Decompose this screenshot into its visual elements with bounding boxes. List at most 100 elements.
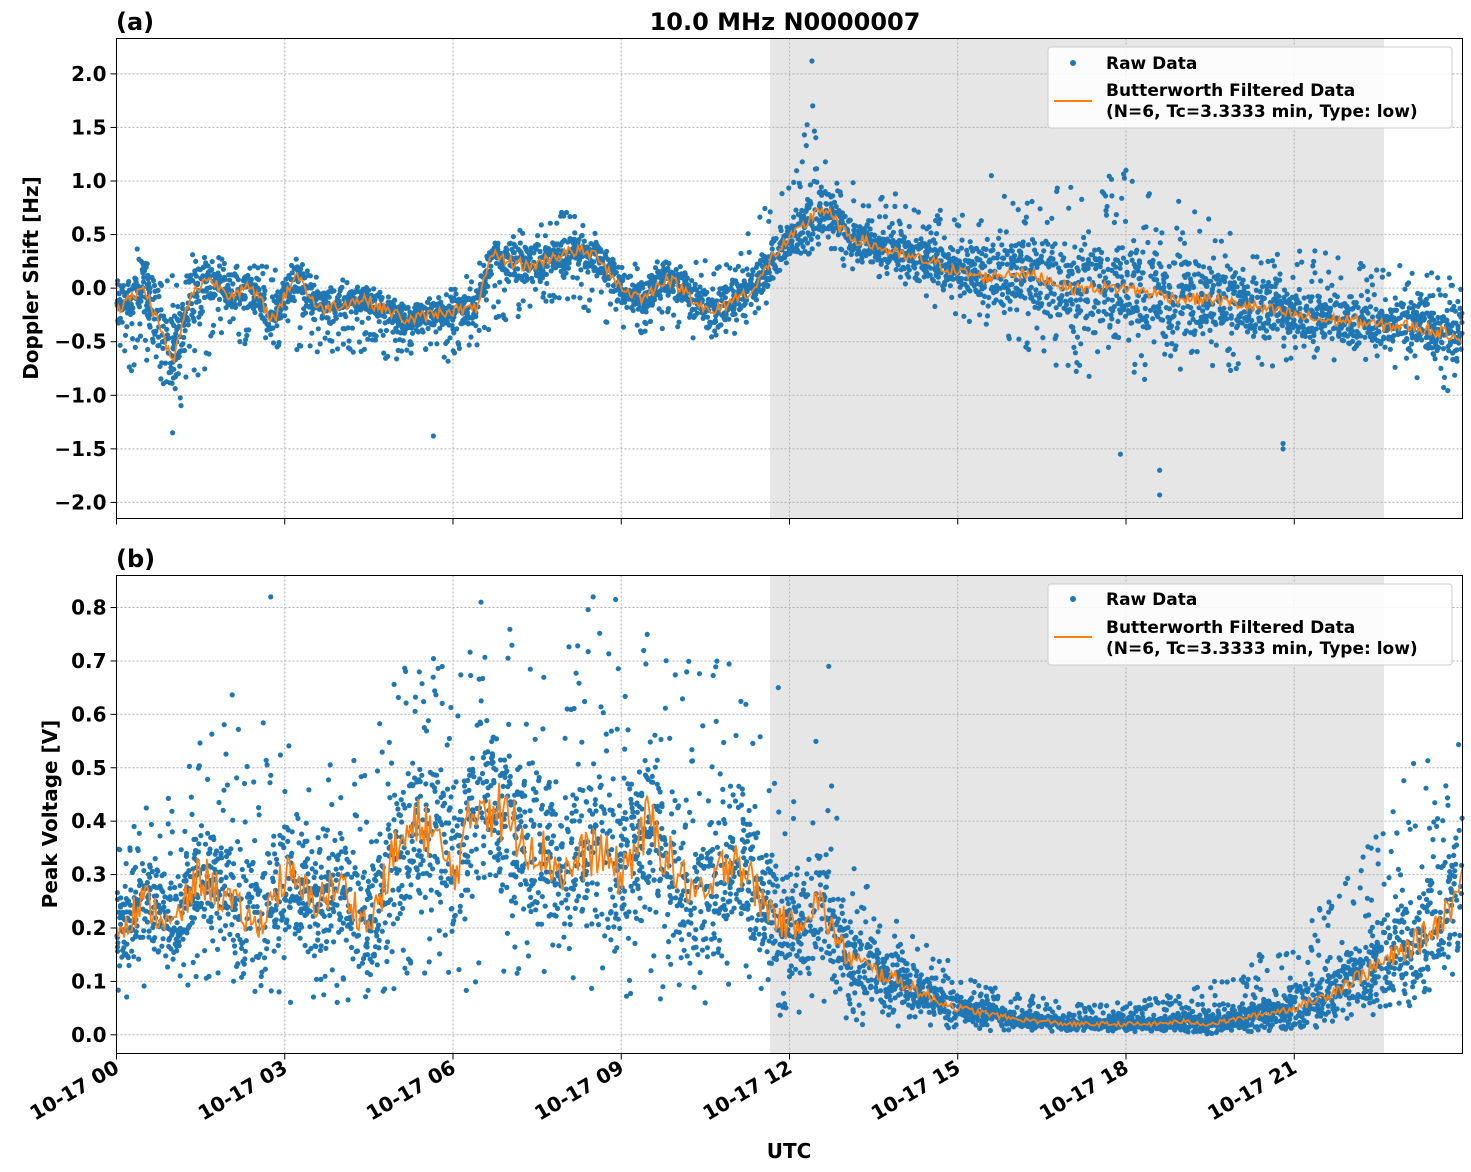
raw-data-point <box>515 266 521 272</box>
raw-data-point <box>317 341 323 347</box>
raw-data-point <box>1004 251 1010 258</box>
raw-data-point <box>588 241 594 247</box>
raw-data-point <box>120 283 126 289</box>
raw-data-point <box>185 982 191 988</box>
raw-data-point <box>840 256 846 262</box>
raw-data-point <box>143 805 149 811</box>
raw-data-point <box>906 223 912 230</box>
raw-data-point <box>216 263 223 269</box>
raw-data-point <box>309 330 315 336</box>
raw-data-point <box>1441 384 1447 391</box>
raw-data-outlier <box>1157 467 1163 473</box>
raw-data-point <box>145 276 151 282</box>
raw-data-point <box>1263 328 1270 334</box>
raw-data-point <box>165 795 171 802</box>
raw-data-point <box>1220 310 1226 316</box>
raw-data-point <box>220 807 226 813</box>
raw-data-point <box>892 191 899 197</box>
raw-data-point <box>277 752 283 758</box>
raw-data-point <box>276 989 282 995</box>
raw-data-point <box>476 327 482 333</box>
raw-data-point <box>188 272 194 278</box>
raw-data-point <box>1257 315 1263 322</box>
raw-data-point <box>1115 273 1121 279</box>
raw-data-point <box>1360 263 1366 269</box>
raw-data-point <box>1228 367 1234 373</box>
raw-data-point <box>1008 265 1014 271</box>
raw-data-point <box>1222 274 1228 280</box>
raw-data-point <box>1312 248 1318 254</box>
raw-data-point <box>1136 276 1142 282</box>
raw-data-point <box>175 874 181 880</box>
raw-data-point <box>804 240 811 246</box>
raw-data-point <box>1447 299 1453 306</box>
raw-data-point <box>1252 329 1258 335</box>
raw-data-point <box>1001 283 1007 289</box>
raw-data-point <box>671 312 677 318</box>
raw-data-point <box>339 926 345 933</box>
raw-data-point <box>1168 353 1174 359</box>
raw-data-point <box>1338 303 1345 309</box>
raw-data-point <box>746 249 752 255</box>
raw-data-point <box>1231 280 1237 286</box>
raw-data-point <box>297 325 303 331</box>
raw-data-point <box>572 213 578 220</box>
raw-data-point <box>1156 305 1162 311</box>
raw-data-point <box>901 266 907 272</box>
raw-data-point <box>1335 255 1341 261</box>
raw-data-point <box>1227 230 1233 236</box>
raw-data-point <box>1084 297 1090 303</box>
raw-data-point <box>744 266 750 272</box>
raw-data-point <box>180 341 186 347</box>
raw-data-point <box>155 287 161 293</box>
raw-data-point <box>186 763 192 770</box>
raw-data-point <box>258 982 264 989</box>
raw-data-point <box>884 270 890 277</box>
raw-data-point <box>1014 307 1020 313</box>
raw-data-point <box>408 341 415 347</box>
raw-data-point <box>649 278 655 284</box>
raw-data-point <box>967 288 973 294</box>
raw-data-outlier <box>809 58 815 64</box>
raw-data-point <box>1296 324 1303 330</box>
raw-data-point <box>1350 338 1356 344</box>
raw-data-point <box>1374 353 1380 359</box>
raw-data-point <box>1382 344 1388 350</box>
raw-data-point <box>1196 263 1202 269</box>
raw-data-point <box>318 943 324 949</box>
raw-data-point <box>248 867 254 874</box>
raw-data-point <box>675 324 681 330</box>
raw-data-point <box>153 354 159 360</box>
raw-data-point <box>218 845 224 851</box>
raw-data-point <box>198 823 205 829</box>
raw-data-point <box>1311 332 1317 339</box>
raw-data-point <box>155 868 161 874</box>
raw-data-point <box>1249 324 1255 330</box>
raw-data-point <box>1202 275 1208 281</box>
raw-data-point <box>335 331 342 337</box>
raw-data-point <box>1004 261 1010 267</box>
raw-data-point <box>675 293 681 299</box>
raw-data-point <box>791 179 797 185</box>
raw-data-point <box>762 205 768 212</box>
raw-data-point <box>1237 293 1243 299</box>
raw-data-point <box>906 267 912 273</box>
raw-data-point <box>1245 315 1251 321</box>
raw-data-point <box>1092 256 1098 262</box>
raw-data-point <box>1131 238 1137 244</box>
raw-data-point <box>239 866 245 873</box>
raw-data-point <box>378 328 384 334</box>
raw-data-point <box>222 923 229 929</box>
raw-data-point <box>817 219 823 225</box>
raw-data-point <box>374 768 381 774</box>
raw-data-point <box>206 351 212 357</box>
raw-data-point <box>165 821 171 827</box>
raw-data-point <box>1402 330 1409 336</box>
raw-data-point <box>806 250 812 256</box>
raw-data-point <box>235 961 241 967</box>
raw-data-point <box>1074 334 1081 340</box>
raw-data-point <box>572 230 578 236</box>
raw-data-point <box>526 252 533 258</box>
raw-data-point <box>1221 305 1227 311</box>
raw-data-point <box>322 335 328 341</box>
